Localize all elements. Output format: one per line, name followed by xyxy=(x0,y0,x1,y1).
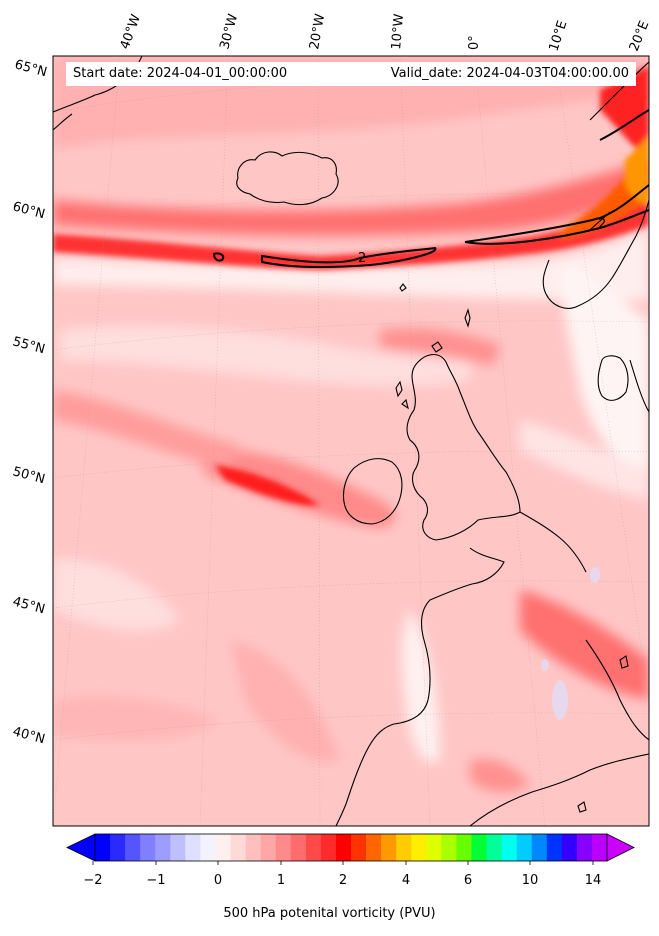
lon-label: 10°W xyxy=(389,13,407,50)
colorbar-tick-label: 1 xyxy=(277,873,285,888)
colorbar-swatch xyxy=(546,834,563,861)
colorbar-swatch xyxy=(110,834,126,861)
colorbar-swatch xyxy=(140,834,156,861)
colorbar-frame xyxy=(94,833,608,862)
low-pv-patches xyxy=(541,567,600,720)
colorbar-swatch xyxy=(456,834,472,861)
colorbar-swatch xyxy=(290,834,307,861)
map-area: 2 2 xyxy=(53,56,649,826)
lat-labels: 65°N 60°N 55°N 50°N 45°N 40°N xyxy=(11,57,49,747)
colorbar-swatch xyxy=(486,834,502,861)
colorbar-swatch xyxy=(125,834,141,861)
colorbar-swatch xyxy=(200,834,216,861)
date-info-box: Start date: 2024-04-01_00:00:00 Valid_da… xyxy=(66,62,636,86)
colorbar-swatch xyxy=(245,834,262,861)
colorbar-swatch xyxy=(441,834,457,861)
colorbar-tick-label: 0 xyxy=(214,873,222,888)
colorbar-swatch xyxy=(366,834,382,861)
lat-label: 65°N xyxy=(13,57,49,80)
colorbar: −2 −1 0 1 2 4 6 10 14 xyxy=(66,833,635,888)
contour-label-east: 2 xyxy=(598,217,606,232)
colorbar-swatch xyxy=(576,834,593,861)
colorbar-swatch xyxy=(335,834,352,861)
pv2-contour xyxy=(212,109,649,268)
colorbar-swatch xyxy=(516,834,533,861)
colorbar-swatch xyxy=(95,834,111,861)
colorbar-swatch xyxy=(320,834,337,861)
colorbar-tick-label: −1 xyxy=(146,873,165,888)
colorbar-swatch xyxy=(381,834,397,861)
lon-label: 20°W xyxy=(307,13,328,51)
start-date-text: Start date: 2024-04-01_00:00:00 xyxy=(73,66,288,81)
pv-field xyxy=(53,56,649,792)
colorbar-tick-label: 14 xyxy=(585,873,602,888)
colorbar-tick-label: 6 xyxy=(464,873,472,888)
colorbar-swatch xyxy=(501,834,518,861)
lon-label: 30°W xyxy=(217,12,241,51)
colorbar-tick-label: 4 xyxy=(402,873,410,888)
contour-label: 2 xyxy=(358,251,366,266)
lat-label: 40°N xyxy=(11,724,47,747)
colorbar-title: 500 hPa potenital vorticity (PVU) xyxy=(223,906,436,921)
colorbar-tick-label: 10 xyxy=(522,873,539,888)
colorbar-tick-label: −2 xyxy=(83,873,102,888)
colorbar-swatch xyxy=(305,834,322,861)
lon-label: 0° xyxy=(467,35,482,50)
colorbar-swatch xyxy=(185,834,201,861)
high-pv-band xyxy=(53,66,649,506)
lon-label: 40°W xyxy=(118,12,144,51)
lat-label: 60°N xyxy=(11,199,47,222)
colorbar-swatch xyxy=(275,834,292,861)
lat-label: 45°N xyxy=(11,594,47,617)
colorbar-swatch xyxy=(591,834,608,861)
colorbar-arrow-high xyxy=(606,833,635,862)
lat-label: 50°N xyxy=(11,464,47,487)
colorbar-swatch xyxy=(411,834,427,861)
colorbar-swatch xyxy=(396,834,412,861)
colorbar-arrow-low xyxy=(66,833,96,862)
colorbar-swatch xyxy=(170,834,186,861)
colorbar-swatch xyxy=(426,834,442,861)
map-frame xyxy=(52,55,650,827)
colorbar-tick-label: 2 xyxy=(339,873,347,888)
colorbar-swatch xyxy=(471,834,487,861)
colorbar-swatch xyxy=(260,834,277,861)
colorbar-swatch xyxy=(531,834,548,861)
colorbar-swatch xyxy=(155,834,171,861)
lon-label: 10°E xyxy=(547,19,571,53)
lon-labels: 40°W 30°W 20°W 10°W 0° 10°E 20°E xyxy=(118,12,653,53)
lon-label: 20°E xyxy=(627,19,653,54)
colorbar-swatch xyxy=(561,834,578,861)
colorbar-swatch xyxy=(351,834,367,861)
colorbar-swatch xyxy=(230,834,246,861)
lat-label: 55°N xyxy=(11,334,47,357)
colorbar-swatch xyxy=(215,834,231,861)
valid-date-text: Valid_date: 2024-04-03T04:00:00.00 xyxy=(390,66,629,81)
